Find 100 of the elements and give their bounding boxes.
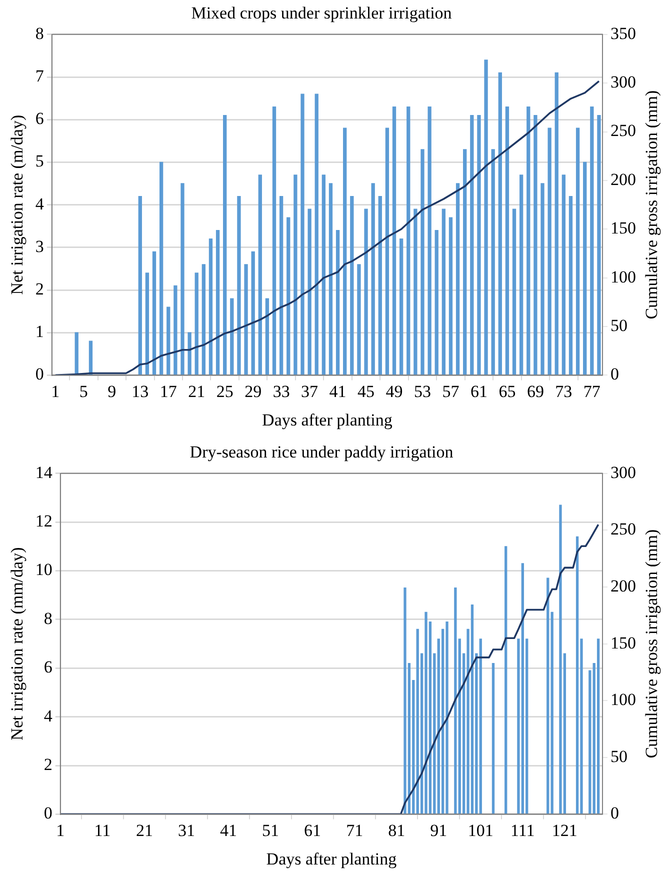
y2-tick-label: 350 bbox=[610, 24, 636, 43]
x-tick-label: 49 bbox=[386, 382, 403, 401]
bar bbox=[343, 128, 347, 375]
bar bbox=[364, 208, 368, 375]
x-tick-label: 61 bbox=[304, 820, 322, 840]
x-tick-label: 13 bbox=[132, 382, 149, 401]
bar bbox=[491, 149, 495, 375]
y-tick-label: 3 bbox=[35, 236, 44, 256]
bar bbox=[498, 72, 502, 375]
x-tick-label: 61 bbox=[470, 382, 488, 401]
bar bbox=[576, 536, 579, 814]
bar bbox=[424, 612, 428, 814]
x-tick-label: 11 bbox=[94, 820, 111, 840]
bar bbox=[540, 183, 544, 375]
bar bbox=[174, 285, 178, 375]
y2-tick-label: 100 bbox=[610, 267, 636, 286]
y2-tick-label: 0 bbox=[610, 364, 619, 384]
bar bbox=[597, 115, 601, 375]
bar bbox=[519, 174, 524, 375]
bar bbox=[392, 106, 396, 375]
bar bbox=[328, 183, 333, 375]
x-tick-label: 37 bbox=[301, 382, 319, 401]
y-tick-label: 4 bbox=[35, 194, 44, 214]
bar bbox=[484, 60, 488, 375]
y2-tick-label: 300 bbox=[610, 462, 636, 482]
y2-tick-label: 50 bbox=[610, 316, 628, 335]
x-axis-title: Days after planting bbox=[262, 410, 393, 430]
bar bbox=[454, 587, 457, 814]
x-tick-label: 77 bbox=[583, 382, 601, 401]
x-tick-label: 41 bbox=[220, 820, 237, 840]
bar bbox=[479, 638, 482, 814]
bar bbox=[208, 238, 213, 375]
bar bbox=[350, 196, 354, 375]
x-tick-label: 41 bbox=[329, 382, 346, 401]
y2-tick-label: 150 bbox=[610, 218, 636, 238]
y2-axis-title: Cumulative gross irrigation (mm) bbox=[642, 529, 661, 758]
bar bbox=[237, 196, 241, 375]
y2-tick-label: 200 bbox=[610, 576, 636, 596]
bar bbox=[336, 230, 340, 375]
bar bbox=[588, 670, 592, 814]
x-tick-label: 69 bbox=[526, 382, 544, 401]
x-tick-label: 111 bbox=[510, 820, 535, 840]
y-tick-label: 5 bbox=[35, 152, 44, 171]
bar bbox=[576, 128, 580, 375]
x-tick-label: 45 bbox=[358, 382, 375, 401]
y-tick-label: 1 bbox=[35, 322, 44, 342]
bar bbox=[279, 196, 284, 375]
y2-tick-label: 150 bbox=[610, 633, 636, 652]
bar bbox=[74, 332, 78, 375]
bar bbox=[404, 587, 406, 814]
y2-tick-label: 300 bbox=[610, 72, 636, 92]
bar bbox=[322, 174, 326, 375]
x-tick-label: 29 bbox=[244, 382, 262, 401]
x-tick-label: 57 bbox=[442, 382, 460, 401]
bar bbox=[526, 106, 530, 375]
bar bbox=[357, 264, 361, 375]
y-tick-label: 8 bbox=[35, 24, 44, 43]
x-tick-label: 33 bbox=[272, 382, 290, 401]
y-tick-label: 0 bbox=[44, 804, 52, 823]
bar bbox=[414, 208, 418, 375]
y2-tick-label: 200 bbox=[610, 170, 636, 189]
x-tick-label: 71 bbox=[346, 820, 364, 840]
bar bbox=[188, 332, 192, 375]
bar bbox=[272, 106, 276, 375]
bar bbox=[223, 115, 227, 375]
y2-axis-title: Cumulative gross irrigation (mm) bbox=[642, 90, 661, 320]
x-tick-label: 101 bbox=[468, 820, 494, 840]
bar bbox=[294, 174, 298, 375]
bar bbox=[521, 563, 524, 814]
chart-title: Mixed crops under sprinkler irrigation bbox=[191, 4, 452, 23]
bar bbox=[470, 604, 474, 814]
bar bbox=[308, 208, 312, 375]
y-tick-label: 7 bbox=[35, 66, 44, 86]
x-tick-label: 65 bbox=[498, 382, 516, 401]
x-tick-label: 17 bbox=[160, 382, 178, 401]
bar bbox=[442, 208, 446, 375]
y2-tick-label: 100 bbox=[610, 690, 636, 710]
x-tick-label: 9 bbox=[108, 382, 116, 401]
bar bbox=[562, 174, 566, 375]
bar bbox=[596, 638, 600, 814]
x-tick-label: 1 bbox=[56, 820, 65, 840]
bar bbox=[145, 272, 150, 375]
bar bbox=[504, 546, 508, 814]
bar bbox=[458, 638, 461, 814]
x-tick-label: 81 bbox=[388, 820, 406, 840]
bar bbox=[505, 106, 510, 375]
bar bbox=[546, 578, 550, 814]
y-axis-title: Net irrigation rate (mm/day) bbox=[8, 547, 27, 740]
bar bbox=[88, 340, 93, 375]
bar bbox=[448, 217, 453, 375]
bar bbox=[152, 251, 156, 375]
y-tick-label: 6 bbox=[44, 658, 52, 677]
bar bbox=[371, 183, 375, 375]
x-tick-label: 73 bbox=[555, 382, 572, 401]
y-tick-label: 0 bbox=[35, 364, 44, 384]
bar bbox=[554, 72, 558, 375]
bar bbox=[420, 149, 424, 375]
bar bbox=[314, 94, 318, 375]
y-axis-title: Net irrigation rate (m/day) bbox=[8, 114, 27, 295]
y2-tick-label: 50 bbox=[610, 746, 628, 766]
